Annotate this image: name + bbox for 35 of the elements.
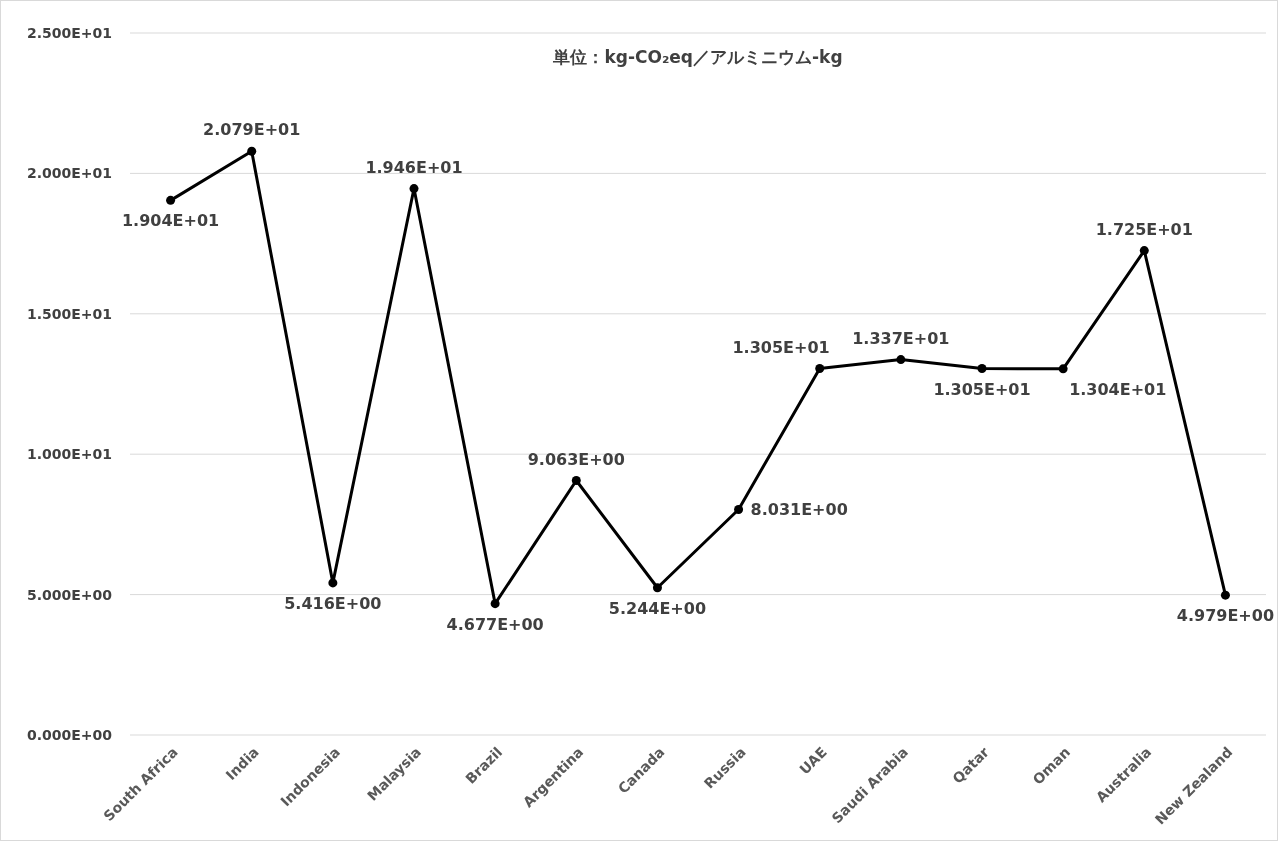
data-label: 1.725E+01 xyxy=(1095,219,1193,239)
data-label: 4.677E+00 xyxy=(446,614,544,634)
text: 単位：kg-CO₂eq／アルミニウム-kg xyxy=(552,47,843,67)
point xyxy=(977,364,987,374)
data-label: 2.079E+01 xyxy=(203,120,301,140)
y-tick-label: 5.000E+00 xyxy=(26,586,113,603)
y-tick-label: 1.500E+01 xyxy=(26,305,112,322)
point xyxy=(1139,246,1149,256)
data-label: 1.904E+01 xyxy=(121,211,220,231)
data-label: 5.244E+00 xyxy=(608,598,707,618)
point xyxy=(1220,590,1230,600)
point xyxy=(896,355,906,365)
data-label: 5.416E+00 xyxy=(284,593,382,613)
point xyxy=(1058,364,1068,374)
data-label: 8.031E+00 xyxy=(750,500,848,520)
y-tick-label: 2.000E+01 xyxy=(26,165,112,182)
data-label: 9.063E+00 xyxy=(527,449,625,469)
point xyxy=(571,476,581,486)
data-label: 1.946E+01 xyxy=(365,157,463,177)
y-tick-label: 0.000E+00 xyxy=(26,727,113,743)
data-label: 4.979E+00 xyxy=(1176,606,1275,626)
point xyxy=(409,184,419,194)
point xyxy=(328,578,338,588)
data-label: 1.337E+01 xyxy=(852,328,950,348)
point xyxy=(734,504,744,514)
y-tick-label: 1.000E+01 xyxy=(26,446,112,463)
data-label: 1.305E+01 xyxy=(933,379,1031,399)
point xyxy=(815,364,825,374)
data-label: 1.305E+01 xyxy=(732,337,830,357)
point xyxy=(652,583,662,593)
data-label: 1.304E+01 xyxy=(1069,379,1167,399)
y-tick-label: 2.500E+01 xyxy=(26,25,112,41)
point xyxy=(490,599,500,609)
point xyxy=(166,195,176,205)
point xyxy=(247,146,257,156)
